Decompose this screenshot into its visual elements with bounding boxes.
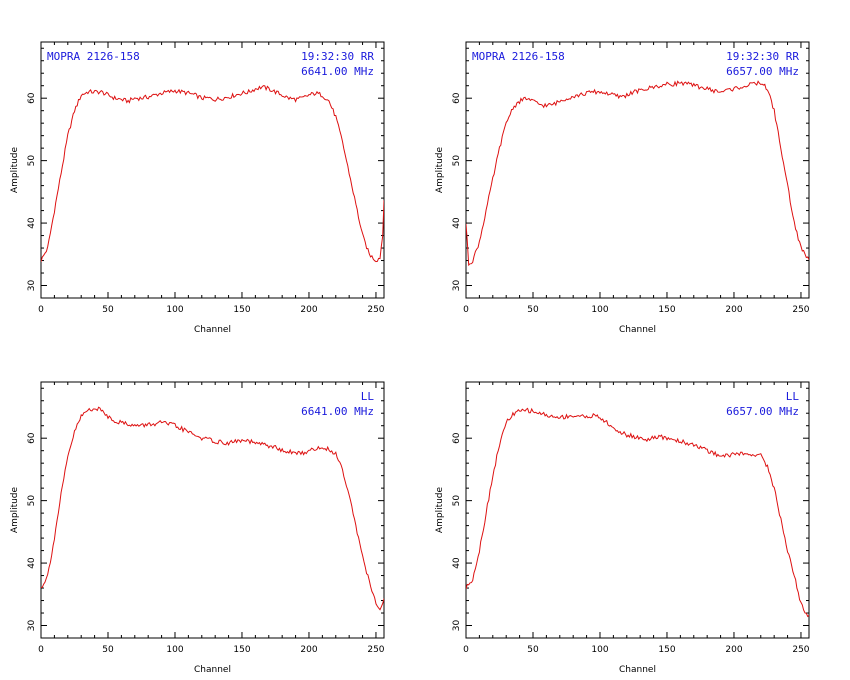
plot-frame: [465, 381, 810, 639]
y-tick-label: 40: [27, 557, 37, 569]
x-tick-label: 100: [591, 305, 608, 315]
panel-bottom-left: 0 50 100 150 200 250 30 40 50 60 Channel Amplitude L…: [10, 381, 385, 675]
x-tick-label: 200: [725, 305, 742, 315]
y-tick-label: 60: [27, 92, 37, 104]
y-tick-label: 50: [452, 155, 462, 167]
plot-frame: [465, 41, 810, 299]
panel-top-right: 0 50 100 150 200 250 30 40 50 60 Channel Amplitude M…: [435, 41, 810, 335]
y-tick-label: 30: [27, 620, 37, 632]
time-pol-label: 19:32:30 RR: [301, 50, 374, 63]
y-tick-label: 30: [452, 620, 462, 632]
y-axis-title: Amplitude: [435, 486, 445, 533]
x-tick-label: 0: [38, 305, 44, 315]
pol-label: LL: [786, 390, 800, 403]
source-label: MOPRA 2126-158: [472, 50, 565, 63]
x-tick-label: 150: [658, 305, 675, 315]
spectrum-line: [466, 407, 809, 618]
spectrum-line: [41, 85, 384, 263]
y-tick-label: 30: [27, 280, 37, 292]
source-label: MOPRA 2126-158: [47, 50, 140, 63]
x-tick-label: 200: [300, 305, 317, 315]
plot-frame: [40, 381, 385, 639]
y-axis-title: Amplitude: [10, 146, 20, 193]
time-pol-label: 19:32:30 RR: [726, 50, 799, 63]
y-tick-label: 50: [27, 155, 37, 167]
x-tick-label: 50: [527, 645, 539, 655]
y-tick-label: 40: [452, 557, 462, 569]
x-axis-title: Channel: [194, 325, 231, 335]
x-tick-label: 150: [233, 305, 250, 315]
x-axis-title: Channel: [619, 325, 656, 335]
y-tick-label: 30: [452, 280, 462, 292]
y-tick-label: 40: [27, 217, 37, 229]
y-tick-label: 60: [452, 92, 462, 104]
panel-bottom-right: 0 50 100 150 200 250 30 40 50 60 Channel Amplitude L…: [435, 381, 810, 675]
y-axis-title: Amplitude: [435, 146, 445, 193]
x-axis-title: Channel: [194, 665, 231, 675]
y-tick-label: 50: [452, 495, 462, 507]
freq-label: 6641.00 MHz: [301, 405, 374, 418]
spectrum-line: [466, 80, 809, 267]
x-tick-label: 150: [233, 645, 250, 655]
x-tick-label: 50: [102, 305, 114, 315]
x-tick-label: 0: [38, 645, 44, 655]
x-tick-label: 200: [725, 645, 742, 655]
plot-frame: [40, 41, 385, 299]
spectrum-line: [41, 406, 384, 611]
x-tick-label: 150: [658, 645, 675, 655]
x-tick-label: 250: [367, 305, 384, 315]
x-tick-label: 0: [463, 305, 469, 315]
freq-label: 6641.00 MHz: [301, 65, 374, 78]
x-tick-label: 0: [463, 645, 469, 655]
y-tick-label: 40: [452, 217, 462, 229]
y-tick-label: 60: [27, 432, 37, 444]
freq-label: 6657.00 MHz: [726, 65, 799, 78]
x-tick-label: 100: [591, 645, 608, 655]
x-tick-label: 50: [527, 305, 539, 315]
y-tick-label: 50: [27, 495, 37, 507]
y-tick-label: 60: [452, 432, 462, 444]
y-axis-title: Amplitude: [10, 486, 20, 533]
pol-label: LL: [361, 390, 375, 403]
x-tick-label: 100: [166, 305, 183, 315]
x-tick-label: 200: [300, 645, 317, 655]
x-tick-label: 100: [166, 645, 183, 655]
x-tick-label: 250: [792, 305, 809, 315]
freq-label: 6657.00 MHz: [726, 405, 799, 418]
panel-top-left: 0 50 100 150 200 250 30 40 50 60 Channel Amplitude M…: [10, 41, 385, 335]
x-axis-title: Channel: [619, 665, 656, 675]
x-tick-label: 250: [367, 645, 384, 655]
x-tick-label: 50: [102, 645, 114, 655]
x-tick-label: 250: [792, 645, 809, 655]
